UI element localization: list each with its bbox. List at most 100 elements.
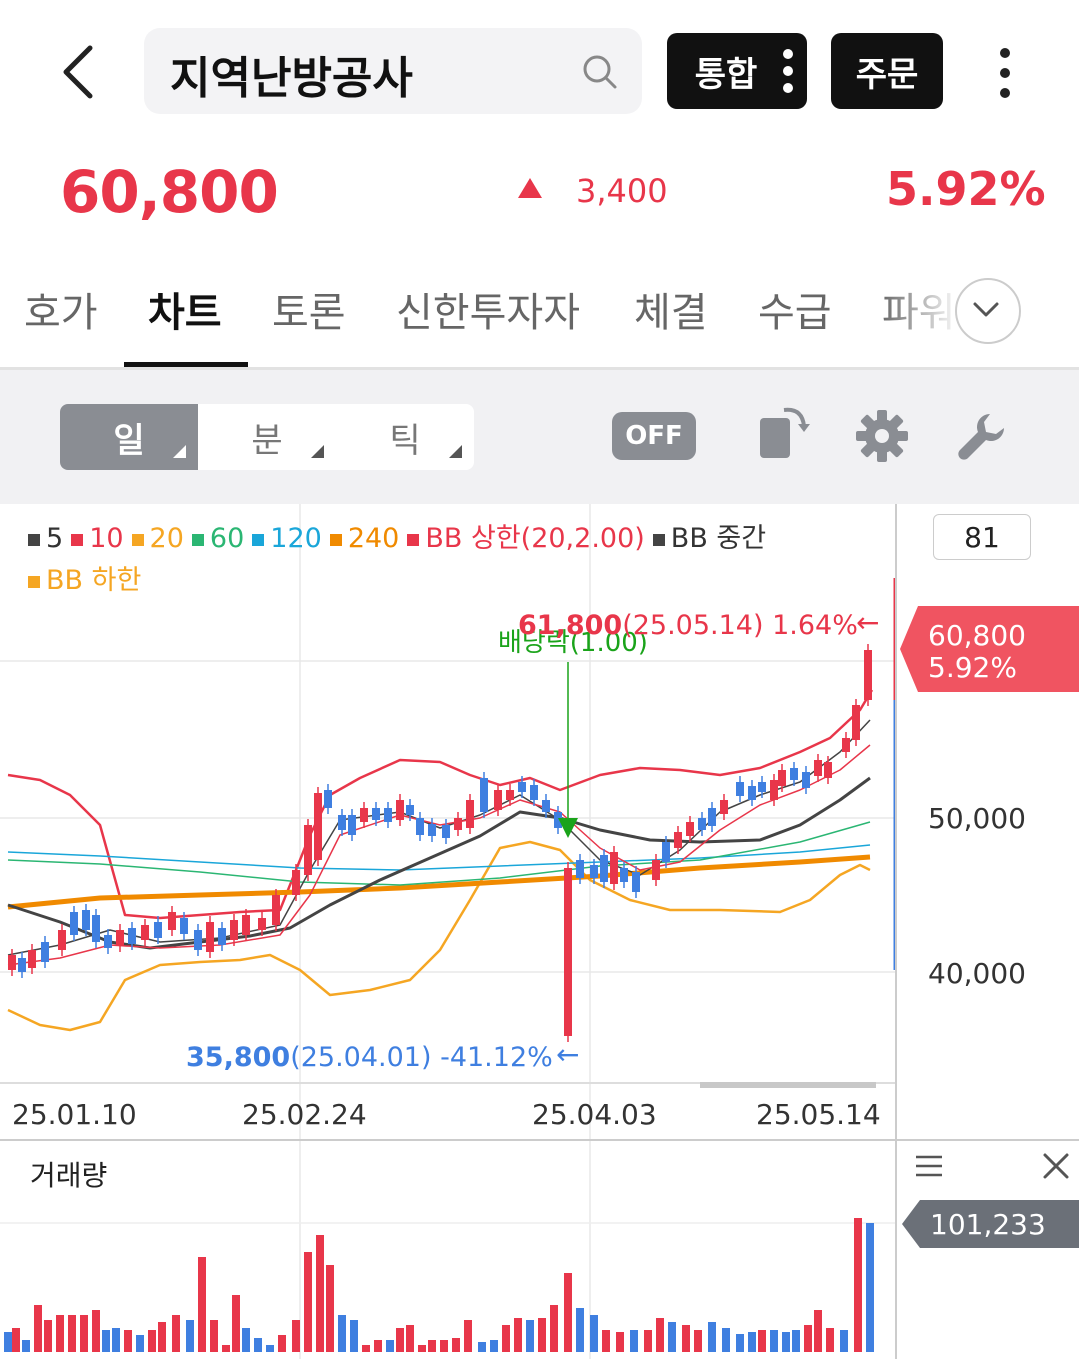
candle-body: [324, 790, 332, 808]
volume-bar: [102, 1330, 110, 1352]
legend-label: BB 하한: [46, 565, 142, 596]
candle-body: [41, 942, 49, 962]
search-box[interactable]: 지역난방공사: [144, 28, 642, 114]
volume-bar: [124, 1330, 132, 1352]
candle-body: [304, 825, 312, 875]
volume-bar: [682, 1325, 690, 1352]
legend-item: 120: [252, 523, 322, 554]
ma-5-line: [7, 719, 871, 956]
candle-body: [8, 955, 16, 970]
volume-bar: [362, 1345, 370, 1352]
current-price-tag-value: 60,800: [928, 619, 1026, 652]
volume-bar: [158, 1322, 166, 1352]
tab-chart[interactable]: 차트: [148, 290, 222, 336]
order-button[interactable]: 주문: [831, 33, 943, 109]
volume-bar: [464, 1320, 472, 1352]
toggle-off-button[interactable]: OFF: [612, 412, 696, 460]
tab-shinhan-investor[interactable]: 신한투자자: [396, 290, 580, 336]
wrench-icon[interactable]: [956, 410, 1008, 462]
candle-body: [518, 782, 526, 792]
candle-body: [28, 950, 36, 968]
more-menu-icon[interactable]: [998, 48, 1012, 98]
volume-bar: [866, 1223, 874, 1352]
volume-bar: [266, 1345, 274, 1352]
candle-body: [662, 842, 670, 862]
candle-body: [530, 785, 538, 800]
search-icon[interactable]: [582, 54, 618, 90]
volume-bar: [452, 1338, 460, 1352]
candle-body: [554, 812, 562, 828]
tab-supply[interactable]: 수급: [758, 290, 832, 336]
expand-tabs-button[interactable]: [955, 278, 1021, 344]
tab-discussion[interactable]: 토론: [272, 290, 346, 336]
volume-bar: [22, 1340, 30, 1352]
volume-bar: [708, 1322, 716, 1352]
price-chart[interactable]: ←←: [0, 504, 1079, 1359]
volume-bar: [34, 1305, 42, 1352]
low-price-label: 35,800(25.04.01) -41.12%: [186, 1042, 553, 1073]
tab-hoga[interactable]: 호가: [24, 290, 98, 336]
tab-execution[interactable]: 체결: [634, 290, 708, 336]
volume-bar: [694, 1330, 702, 1352]
close-icon[interactable]: [1042, 1152, 1070, 1180]
volume-bar: [232, 1295, 240, 1352]
candle-body: [168, 912, 176, 930]
back-arrow-icon[interactable]: [58, 42, 98, 102]
volume-bar: [736, 1334, 744, 1352]
rotate-screen-icon[interactable]: [758, 404, 812, 460]
candle-body: [82, 910, 90, 930]
kebab-icon: [783, 49, 793, 93]
chevron-down-icon: [973, 302, 999, 317]
candle-body: [104, 935, 112, 948]
low-arrow-icon: ←: [556, 1038, 579, 1071]
volume-bar: [668, 1322, 676, 1352]
volume-bar: [80, 1315, 88, 1352]
candle-body: [620, 868, 628, 882]
integrated-button[interactable]: 통합: [667, 33, 807, 109]
period-count-box[interactable]: 81: [933, 514, 1031, 560]
high-price-label: 61,800(25.05.14) 1.64%: [518, 610, 858, 641]
volume-bar: [514, 1318, 522, 1352]
volume-bar: [782, 1332, 790, 1352]
volume-bar: [68, 1315, 76, 1352]
candle-body: [416, 818, 424, 835]
volume-bar: [526, 1320, 534, 1352]
menu-lines-icon[interactable]: [914, 1154, 944, 1178]
candle-body: [348, 815, 356, 835]
candle-body: [610, 852, 618, 884]
volume-bar: [44, 1320, 52, 1352]
y-tick-label: 40,000: [928, 957, 1026, 990]
candle-body: [116, 930, 124, 946]
period-tick[interactable]: 틱: [336, 404, 474, 470]
settings-gear-icon[interactable]: [856, 410, 908, 462]
candle-body: [698, 818, 706, 830]
candle-body: [494, 790, 502, 810]
legend-label: 60: [209, 523, 245, 554]
search-input[interactable]: 지역난방공사: [170, 53, 413, 104]
candle-body: [128, 928, 136, 944]
volume-bar: [210, 1320, 218, 1352]
candle-body: [58, 930, 66, 950]
candle-body: [218, 928, 226, 945]
volume-bar: [826, 1328, 834, 1352]
volume-bar: [656, 1318, 664, 1352]
candle-body: [292, 870, 300, 895]
volume-bar: [576, 1308, 584, 1352]
legend-label: 120: [270, 523, 322, 554]
candle-body: [406, 805, 414, 815]
candle-body: [576, 860, 584, 878]
volume-bar: [56, 1315, 64, 1352]
axis-divider: [895, 504, 897, 1359]
candle-body: [802, 772, 810, 788]
bb-lower-line: [7, 840, 871, 1032]
legend-item: 60: [191, 523, 245, 554]
volume-bar: [304, 1252, 312, 1352]
candle-body: [180, 918, 188, 934]
legend-item: 240: [329, 523, 399, 554]
current-price-tag-pct: 5.92%: [928, 651, 1017, 684]
period-day[interactable]: 일: [60, 404, 198, 470]
candle-body: [194, 930, 202, 950]
candle-body: [778, 770, 786, 786]
volume-bar: [758, 1330, 766, 1352]
period-minute[interactable]: 분: [198, 404, 336, 470]
